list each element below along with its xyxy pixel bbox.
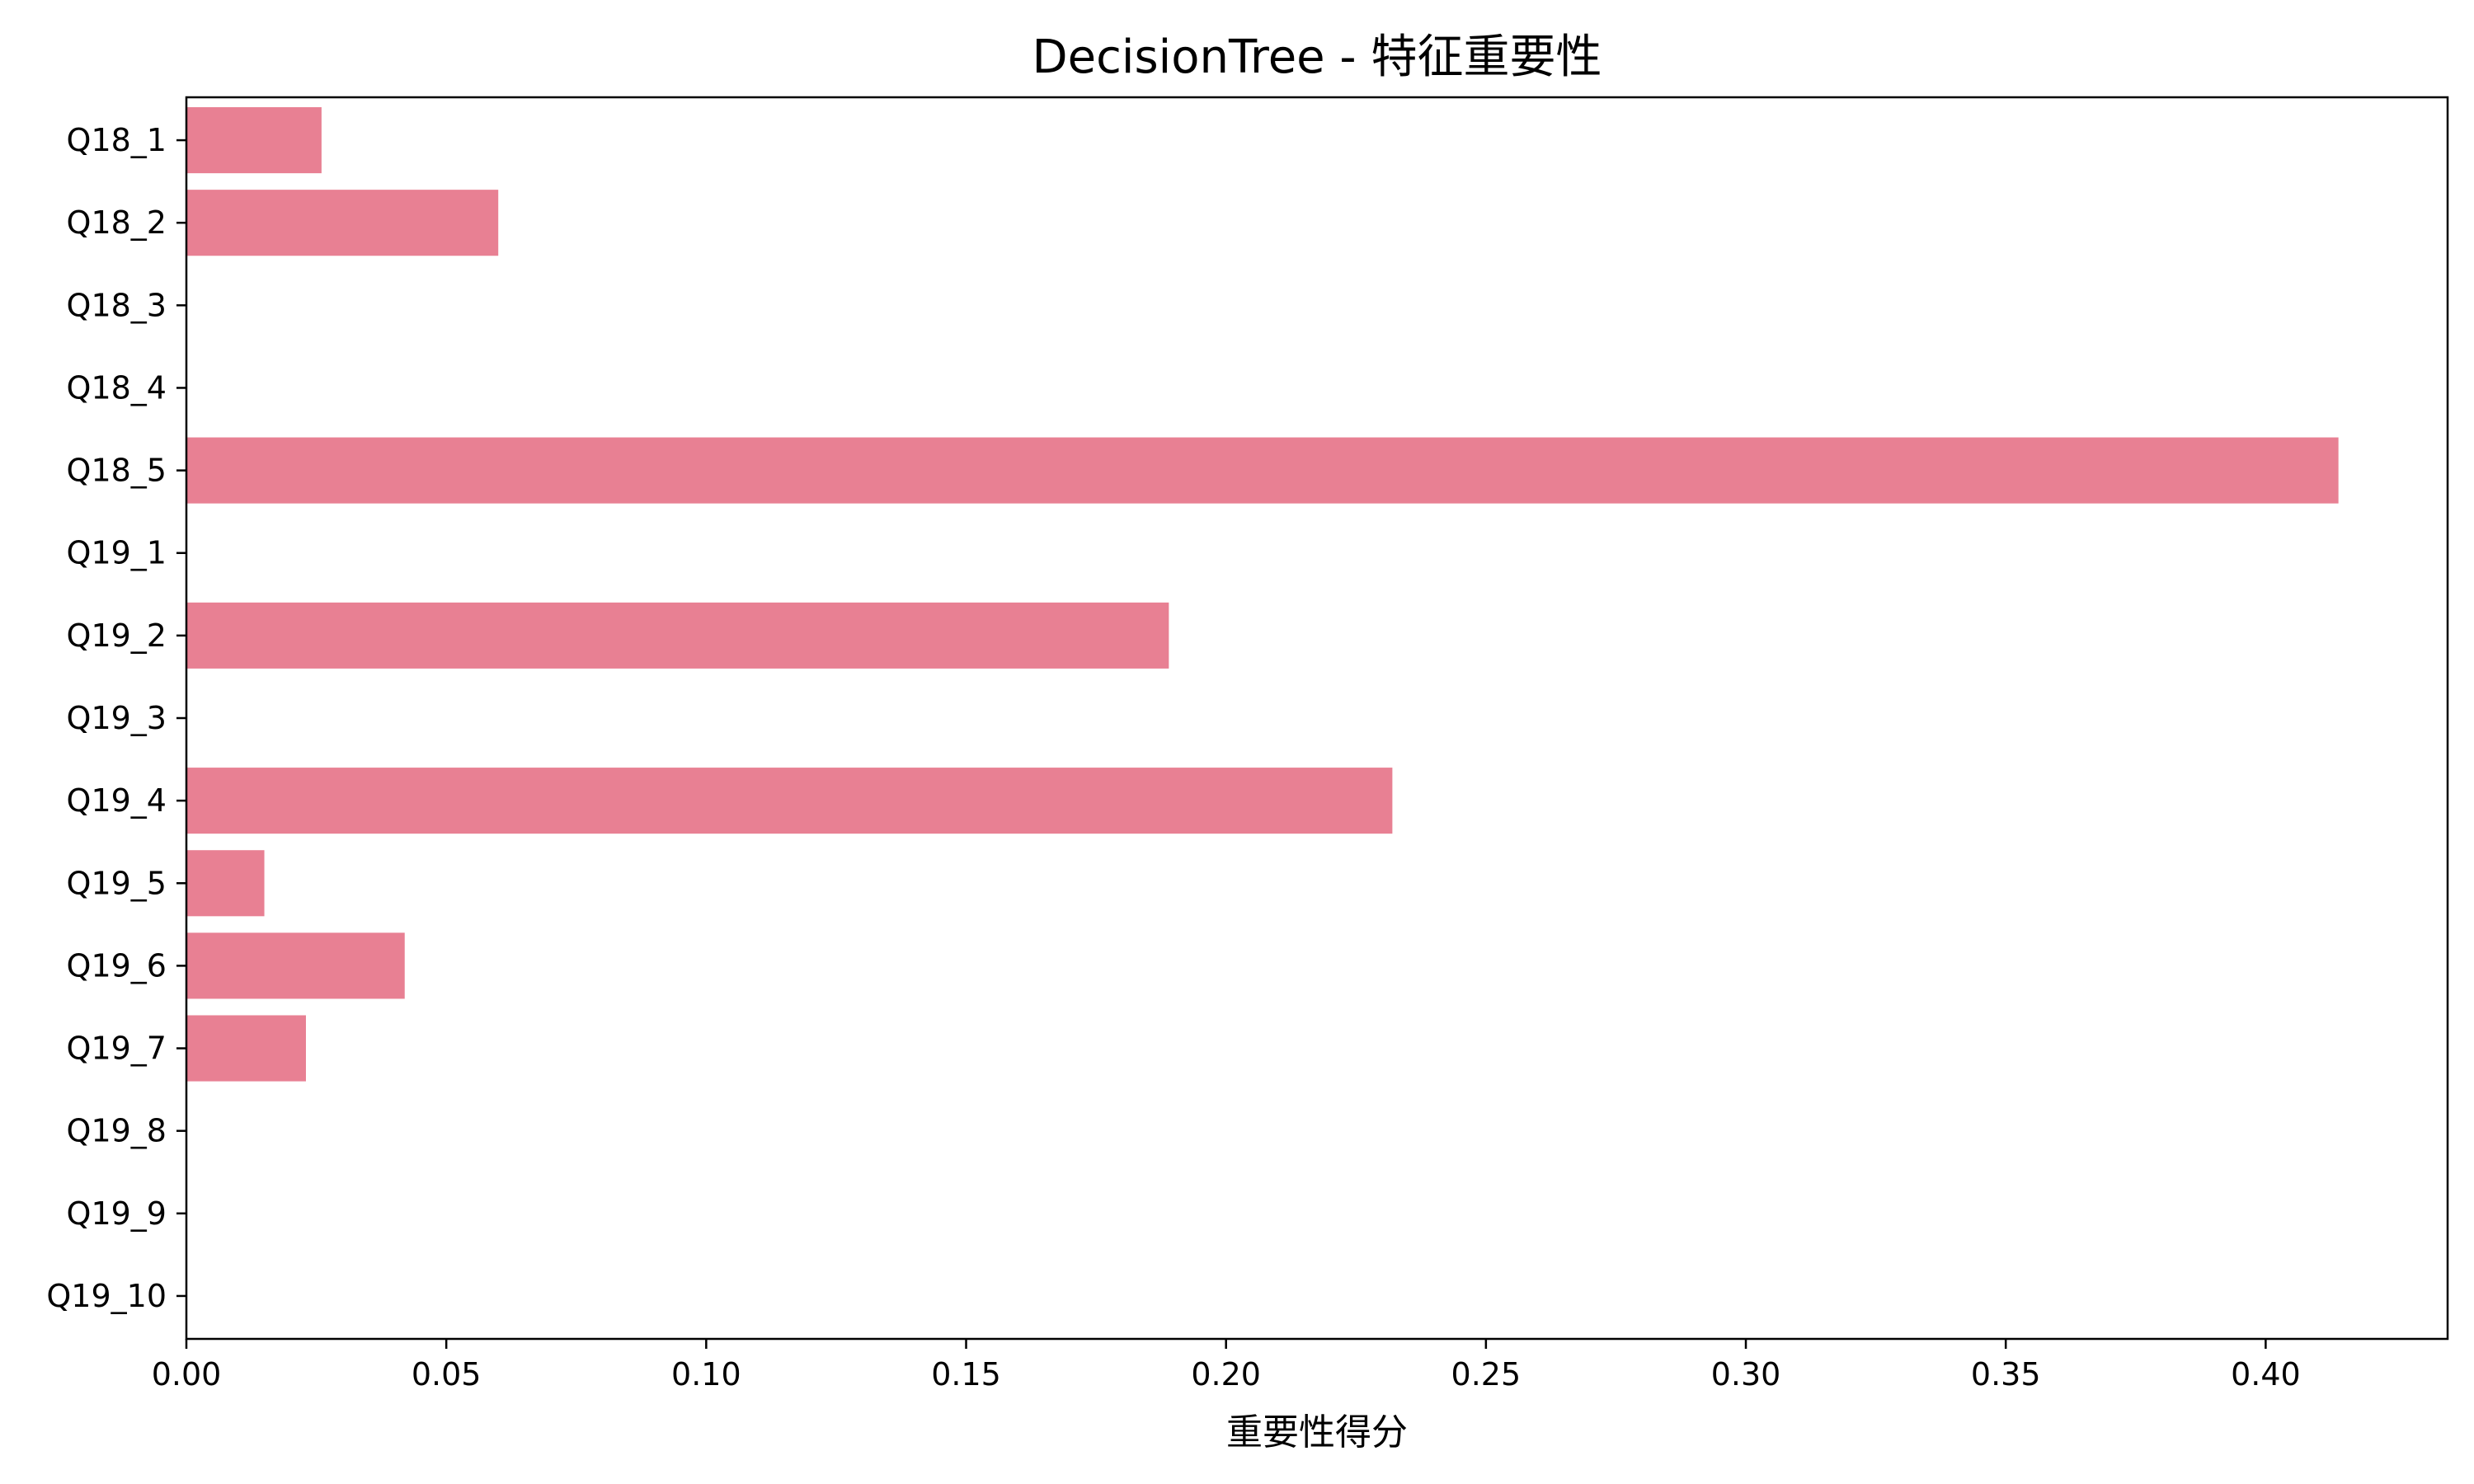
- y-tick-label: Q19_1: [67, 535, 167, 571]
- x-tick-label: 0.10: [671, 1356, 741, 1392]
- y-tick-label: Q19_8: [67, 1113, 167, 1149]
- bar-q18-1: [186, 107, 322, 174]
- bar-q19-4: [186, 768, 1393, 834]
- bar-q18-2: [186, 190, 499, 256]
- x-axis: 0.00 0.05 0.10 0.15 0.20 0.25 0.30 0.35 0.40: [152, 1339, 2301, 1392]
- x-tick-label: 0.25: [1451, 1356, 1522, 1392]
- y-tick-label: Q18_2: [67, 204, 167, 241]
- chart-title: DecisionTree - 特征重要性: [1032, 31, 1602, 84]
- y-tick-label: Q18_5: [67, 453, 167, 489]
- x-tick-label: 0.35: [1971, 1356, 2041, 1392]
- x-tick-label: 0.05: [412, 1356, 482, 1392]
- y-axis: Q18_1 Q18_2 Q18_3 Q18_4 Q18_5 Q19_1 Q19_2 Q19_3…: [46, 122, 186, 1314]
- y-tick-label: Q19_6: [67, 947, 167, 984]
- y-tick-label: Q19_5: [67, 865, 167, 901]
- bars-layer: [186, 107, 2339, 1082]
- y-tick-label: Q19_7: [67, 1031, 167, 1067]
- x-tick-label: 0.20: [1191, 1356, 1261, 1392]
- x-tick-label: 0.15: [931, 1356, 1001, 1392]
- y-tick-label: Q18_1: [67, 122, 167, 158]
- bar-q18-5: [186, 437, 2339, 504]
- x-tick-label: 0.30: [1711, 1356, 1781, 1392]
- bar-q19-2: [186, 602, 1169, 669]
- plot-frame: [185, 96, 2449, 1341]
- bar-q19-6: [186, 932, 405, 999]
- y-tick-label: Q18_3: [67, 287, 167, 323]
- y-tick-label: Q19_3: [67, 700, 167, 736]
- x-tick-label: 0.40: [2231, 1356, 2301, 1392]
- y-tick-label: Q19_9: [67, 1195, 167, 1232]
- y-tick-label: Q18_4: [67, 369, 167, 406]
- bar-q19-5: [186, 850, 265, 917]
- x-tick-label: 0.00: [152, 1356, 222, 1392]
- x-axis-label: 重要性得分: [1226, 1411, 1408, 1453]
- bar-q19-7: [186, 1015, 306, 1082]
- y-tick-label: Q19_2: [67, 618, 167, 654]
- y-tick-label: Q19_4: [67, 782, 167, 819]
- y-tick-label: Q19_10: [46, 1278, 167, 1314]
